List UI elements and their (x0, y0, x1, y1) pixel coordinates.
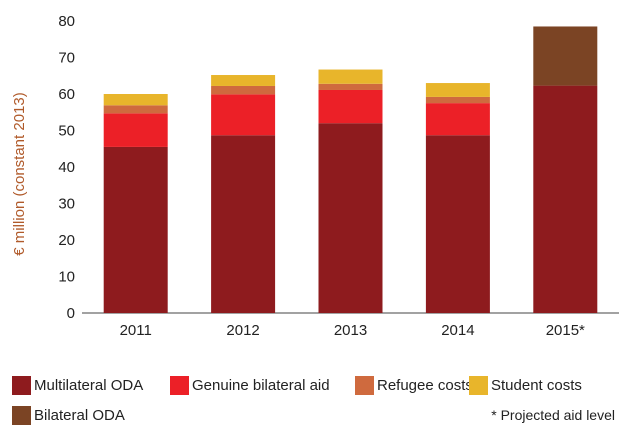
y-tick-label: 70 (58, 50, 75, 67)
legend-swatch-refugee-costs (355, 376, 374, 395)
legend-swatch-genuine-bilateral-aid (170, 376, 189, 395)
legend-label-refugee-costs: Refugee costs (377, 377, 473, 394)
bar-segment (533, 85, 598, 313)
legend-swatch-student-costs (469, 376, 488, 395)
x-tick-label: 2012 (226, 322, 259, 339)
y-axis-ticks: 0 10 20 30 40 50 60 70 80 (58, 13, 75, 322)
bar-segment (425, 96, 490, 104)
bar-segment (103, 146, 168, 313)
bar-segment (211, 75, 276, 86)
bar-segment (211, 85, 276, 95)
y-tick-label: 20 (58, 232, 75, 249)
x-tick-label: 2015* (546, 322, 585, 339)
bar-segment (211, 135, 276, 313)
bar-segment (103, 113, 168, 147)
legend-label-student-costs: Student costs (491, 377, 582, 394)
bar-segment (318, 69, 383, 84)
legend-item-student-costs: Student costs (469, 376, 582, 395)
legend-label-genuine-bilateral-aid: Genuine bilateral aid (192, 377, 330, 394)
y-tick-label: 40 (58, 159, 75, 176)
legend-label-multilateral-oda: Multilateral ODA (34, 377, 144, 394)
bar-segment (103, 94, 168, 106)
y-tick-label: 50 (58, 123, 75, 140)
bar-segment (318, 83, 383, 90)
legend-swatch-bilateral-oda (12, 406, 31, 425)
y-tick-label: 10 (58, 269, 75, 286)
y-tick-label: 60 (58, 86, 75, 103)
legend-item-multilateral-oda: Multilateral ODA (12, 376, 143, 395)
bar-segment (425, 135, 490, 313)
x-tick-label: 2014 (441, 322, 474, 339)
x-axis-ticks: 2011 2012 2013 2014 2015* (120, 322, 585, 339)
stacked-bar-chart: € million (constant 2013) 0 10 20 30 40 50 60 7… (11, 13, 619, 339)
y-tick-label: 30 (58, 196, 75, 213)
x-tick-label: 2011 (120, 322, 152, 339)
legend-label-bilateral-oda: Bilateral ODA (34, 407, 125, 424)
legend-item-refugee-costs: Refugee costs (355, 376, 473, 395)
x-tick-label: 2013 (334, 322, 367, 339)
bar-segment (318, 123, 383, 313)
bar-segment (425, 83, 490, 97)
bar-segment (425, 103, 490, 136)
bar-segment (211, 94, 276, 136)
bar-segment (318, 89, 383, 124)
y-axis-label: € million (constant 2013) (11, 92, 28, 255)
bar-segment (533, 26, 598, 86)
bar-segment (103, 105, 168, 114)
legend-item-genuine-bilateral-aid: Genuine bilateral aid (170, 376, 330, 395)
y-tick-label: 0 (67, 305, 75, 322)
y-tick-label: 80 (58, 13, 75, 30)
projected-note: * Projected aid level (491, 407, 615, 423)
bars (103, 26, 598, 313)
legend-swatch-multilateral-oda (12, 376, 31, 395)
legend-item-bilateral-oda: Bilateral ODA (12, 406, 125, 425)
